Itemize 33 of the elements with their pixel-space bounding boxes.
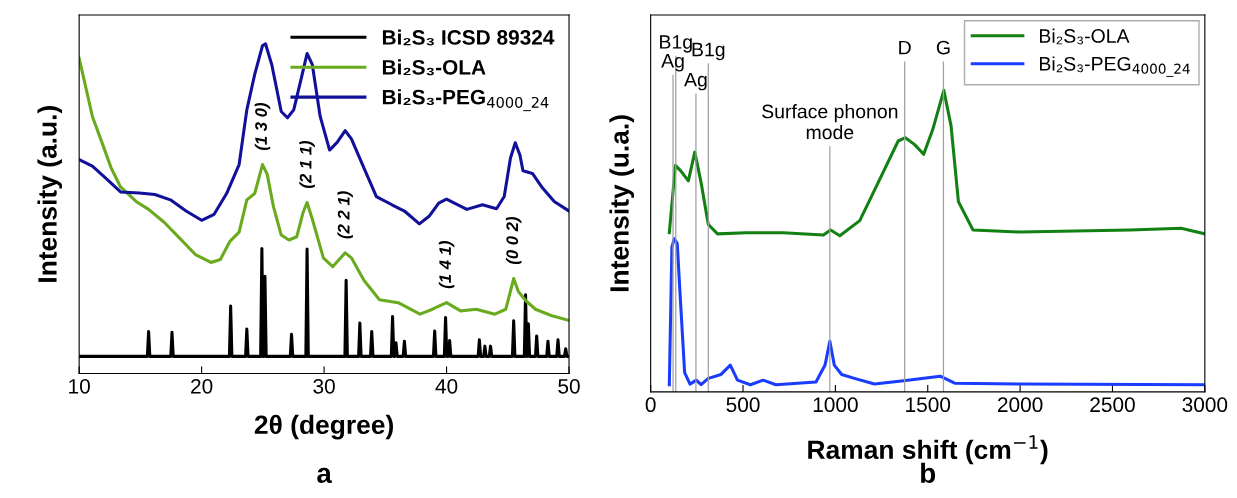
ref-line-label: Surface phonon mode [762, 104, 898, 140]
x-tick-label: 3000 [1182, 397, 1228, 413]
annotation: (1 4 1) [438, 241, 455, 289]
x-tick-label: 0 [645, 397, 656, 413]
ref-line-label: G [936, 40, 950, 55]
x-tick-label: 10 [69, 378, 90, 394]
x-tick-label: 1000 [813, 397, 858, 413]
ref-line-label: D [899, 40, 911, 55]
x-tick-label: 30 [313, 378, 335, 394]
annotation: (0 0 2) [505, 217, 522, 265]
annotation: (2 1 1) [299, 140, 315, 188]
legend-label: Bi₂S₃ ICSD 89324 [382, 29, 555, 46]
ref-line-label: B1g [660, 35, 692, 53]
annotation: (2 2 1) [337, 191, 353, 239]
x-tick-label: 1500 [906, 397, 951, 413]
ref-line-label: B1g [692, 42, 725, 61]
legend-label: Bi₂S₃-OLA [382, 59, 486, 76]
legend-label: Bi₂S₃-PEG$_{4000_24}$ [382, 89, 549, 112]
legend-label: Bi₂S₃-OLA [1039, 28, 1130, 45]
x-tick-label: 2000 [997, 397, 1043, 413]
ref-line-label: Ag [661, 54, 684, 72]
x-tick-label: 40 [435, 378, 458, 394]
x-axis-title: 2θ (degree) [254, 414, 393, 440]
y-axis-title: Intensity (a.u.) [37, 106, 63, 282]
ref-line-label: Ag [684, 72, 707, 91]
y-axis-title: Intensity (u.a.) [609, 115, 635, 292]
x-tick-label: 500 [726, 397, 760, 413]
text: a [317, 467, 332, 484]
annotation: (1 3 0) [254, 102, 271, 151]
x-tick-label: 50 [558, 378, 580, 394]
x-tick-label: 20 [191, 378, 213, 394]
legend-label: Bi₂S₃-PEG$_{4000_24}$ [1039, 56, 1190, 77]
x-tick-label: 2500 [1090, 397, 1135, 413]
